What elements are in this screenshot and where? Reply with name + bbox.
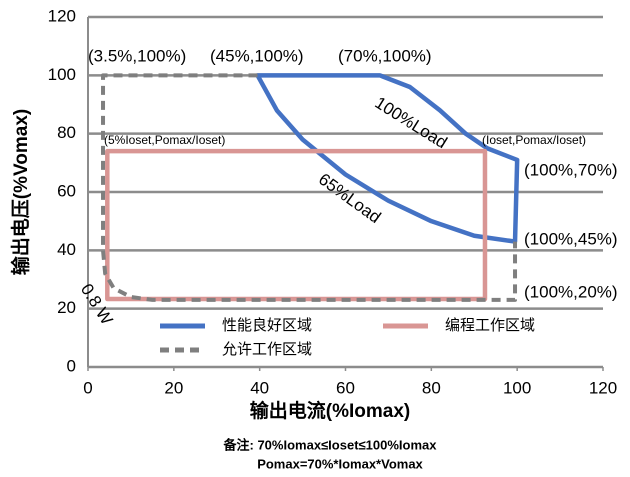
x-tick-label: 100 <box>503 378 531 397</box>
series-line <box>105 148 488 302</box>
y-tick-label: 120 <box>48 6 76 25</box>
y-tick-label: 40 <box>57 240 76 259</box>
annotation: (100%,20%) <box>524 282 618 301</box>
annotation: (Ioset,Pomax/Ioset) <box>482 133 586 147</box>
x-tick-label: 0 <box>83 378 92 397</box>
x-tick-label: 20 <box>164 378 183 397</box>
series-line <box>101 73 518 302</box>
y-tick-label: 60 <box>57 181 76 200</box>
annotation: 100%Load <box>372 93 451 152</box>
annotation: (100%,70%) <box>524 160 618 179</box>
y-tick-label: 0 <box>67 356 76 375</box>
annotation: (5%Ioset,Pomax/Ioset) <box>104 133 225 147</box>
x-tick-label: 40 <box>250 378 269 397</box>
annotation: (70%,100%) <box>338 46 432 65</box>
note: Pomax=70%*Iomax*Vomax <box>257 456 423 471</box>
annotation: (45%,100%) <box>210 46 304 65</box>
legend-label: 编程工作区域 <box>445 317 535 334</box>
x-tick-label: 80 <box>422 378 441 397</box>
y-tick-label: 80 <box>57 123 76 142</box>
legend-label: 性能良好区域 <box>222 317 312 334</box>
annotation: 0.8 W <box>77 280 117 328</box>
legend-label: 允许工作区域 <box>222 341 312 358</box>
annotation: (3.5%,100%) <box>88 46 186 65</box>
y-tick-label: 100 <box>48 65 76 84</box>
x-axis-label: 输出电流(%Iomax) <box>250 399 410 422</box>
y-tick-label: 20 <box>57 298 76 317</box>
x-tick-label: 120 <box>589 378 617 397</box>
annotation: (100%,45%) <box>524 229 618 248</box>
y-axis-label: 输出电压(%Vomax) <box>9 109 32 275</box>
x-tick-label: 60 <box>336 378 355 397</box>
note: 备注: 70%Iomax≤Ioset≤100%Iomax <box>223 437 438 452</box>
